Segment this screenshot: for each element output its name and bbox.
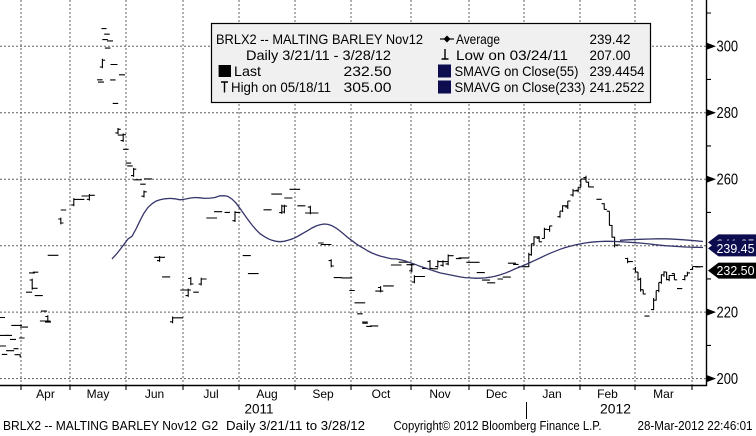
svg-text:239.45: 239.45	[717, 241, 755, 256]
svg-text:Feb: Feb	[597, 387, 618, 401]
svg-text:232.50: 232.50	[344, 63, 392, 79]
svg-text:SMAVG on Close(233): SMAVG on Close(233)	[455, 79, 586, 95]
svg-text:200: 200	[717, 371, 739, 388]
svg-text:Mar: Mar	[653, 387, 674, 401]
svg-text:220: 220	[717, 304, 739, 321]
svg-text:241.2522: 241.2522	[590, 79, 645, 95]
svg-text:Daily 3/21/11 - 3/28/12: Daily 3/21/11 - 3/28/12	[246, 47, 391, 63]
svg-text:Last: Last	[234, 63, 261, 79]
svg-text:232.50: 232.50	[717, 263, 755, 278]
svg-text:Low on 03/24/11: Low on 03/24/11	[456, 47, 568, 63]
svg-text:Jan: Jan	[542, 387, 561, 401]
svg-text:305.00: 305.00	[344, 79, 392, 95]
svg-text:260: 260	[717, 172, 739, 189]
svg-text:207.00: 207.00	[590, 47, 631, 63]
svg-text:High on 05/18/11: High on 05/18/11	[231, 79, 331, 95]
svg-text:300: 300	[717, 39, 739, 56]
svg-text:Daily 3/21/11 to 3/28/12: Daily 3/21/11 to 3/28/12	[226, 419, 365, 433]
svg-text:Oct: Oct	[372, 387, 391, 401]
svg-text:G2: G2	[202, 419, 219, 433]
svg-text:239.4454: 239.4454	[590, 63, 645, 79]
svg-text:Jun: Jun	[145, 387, 164, 401]
svg-text:Aug: Aug	[256, 387, 277, 401]
svg-text:SMAVG on Close(55): SMAVG on Close(55)	[455, 63, 579, 79]
svg-text:Apr: Apr	[36, 387, 55, 401]
svg-text:May: May	[87, 387, 110, 401]
svg-text:Jul: Jul	[203, 387, 218, 401]
svg-text:2011: 2011	[245, 402, 274, 417]
svg-text:239.42: 239.42	[590, 31, 631, 47]
svg-text:Nov: Nov	[429, 387, 450, 401]
svg-text:BRLX2 -- MALTING BARLEY Nov12: BRLX2 -- MALTING BARLEY Nov12	[216, 31, 423, 47]
svg-text:28-Mar-2012 22:46:01: 28-Mar-2012 22:46:01	[638, 419, 753, 433]
svg-text:Copyright© 2012 Bloomberg Fina: Copyright© 2012 Bloomberg Finance L.P.	[394, 419, 602, 433]
svg-text:Average: Average	[456, 31, 500, 47]
svg-text:BRLX2 -- MALTING BARLEY Nov12: BRLX2 -- MALTING BARLEY Nov12	[3, 419, 197, 433]
svg-text:Dec: Dec	[486, 387, 507, 401]
svg-text:280: 280	[717, 105, 739, 122]
svg-text:2012: 2012	[600, 402, 631, 417]
svg-text:Sep: Sep	[312, 387, 334, 401]
